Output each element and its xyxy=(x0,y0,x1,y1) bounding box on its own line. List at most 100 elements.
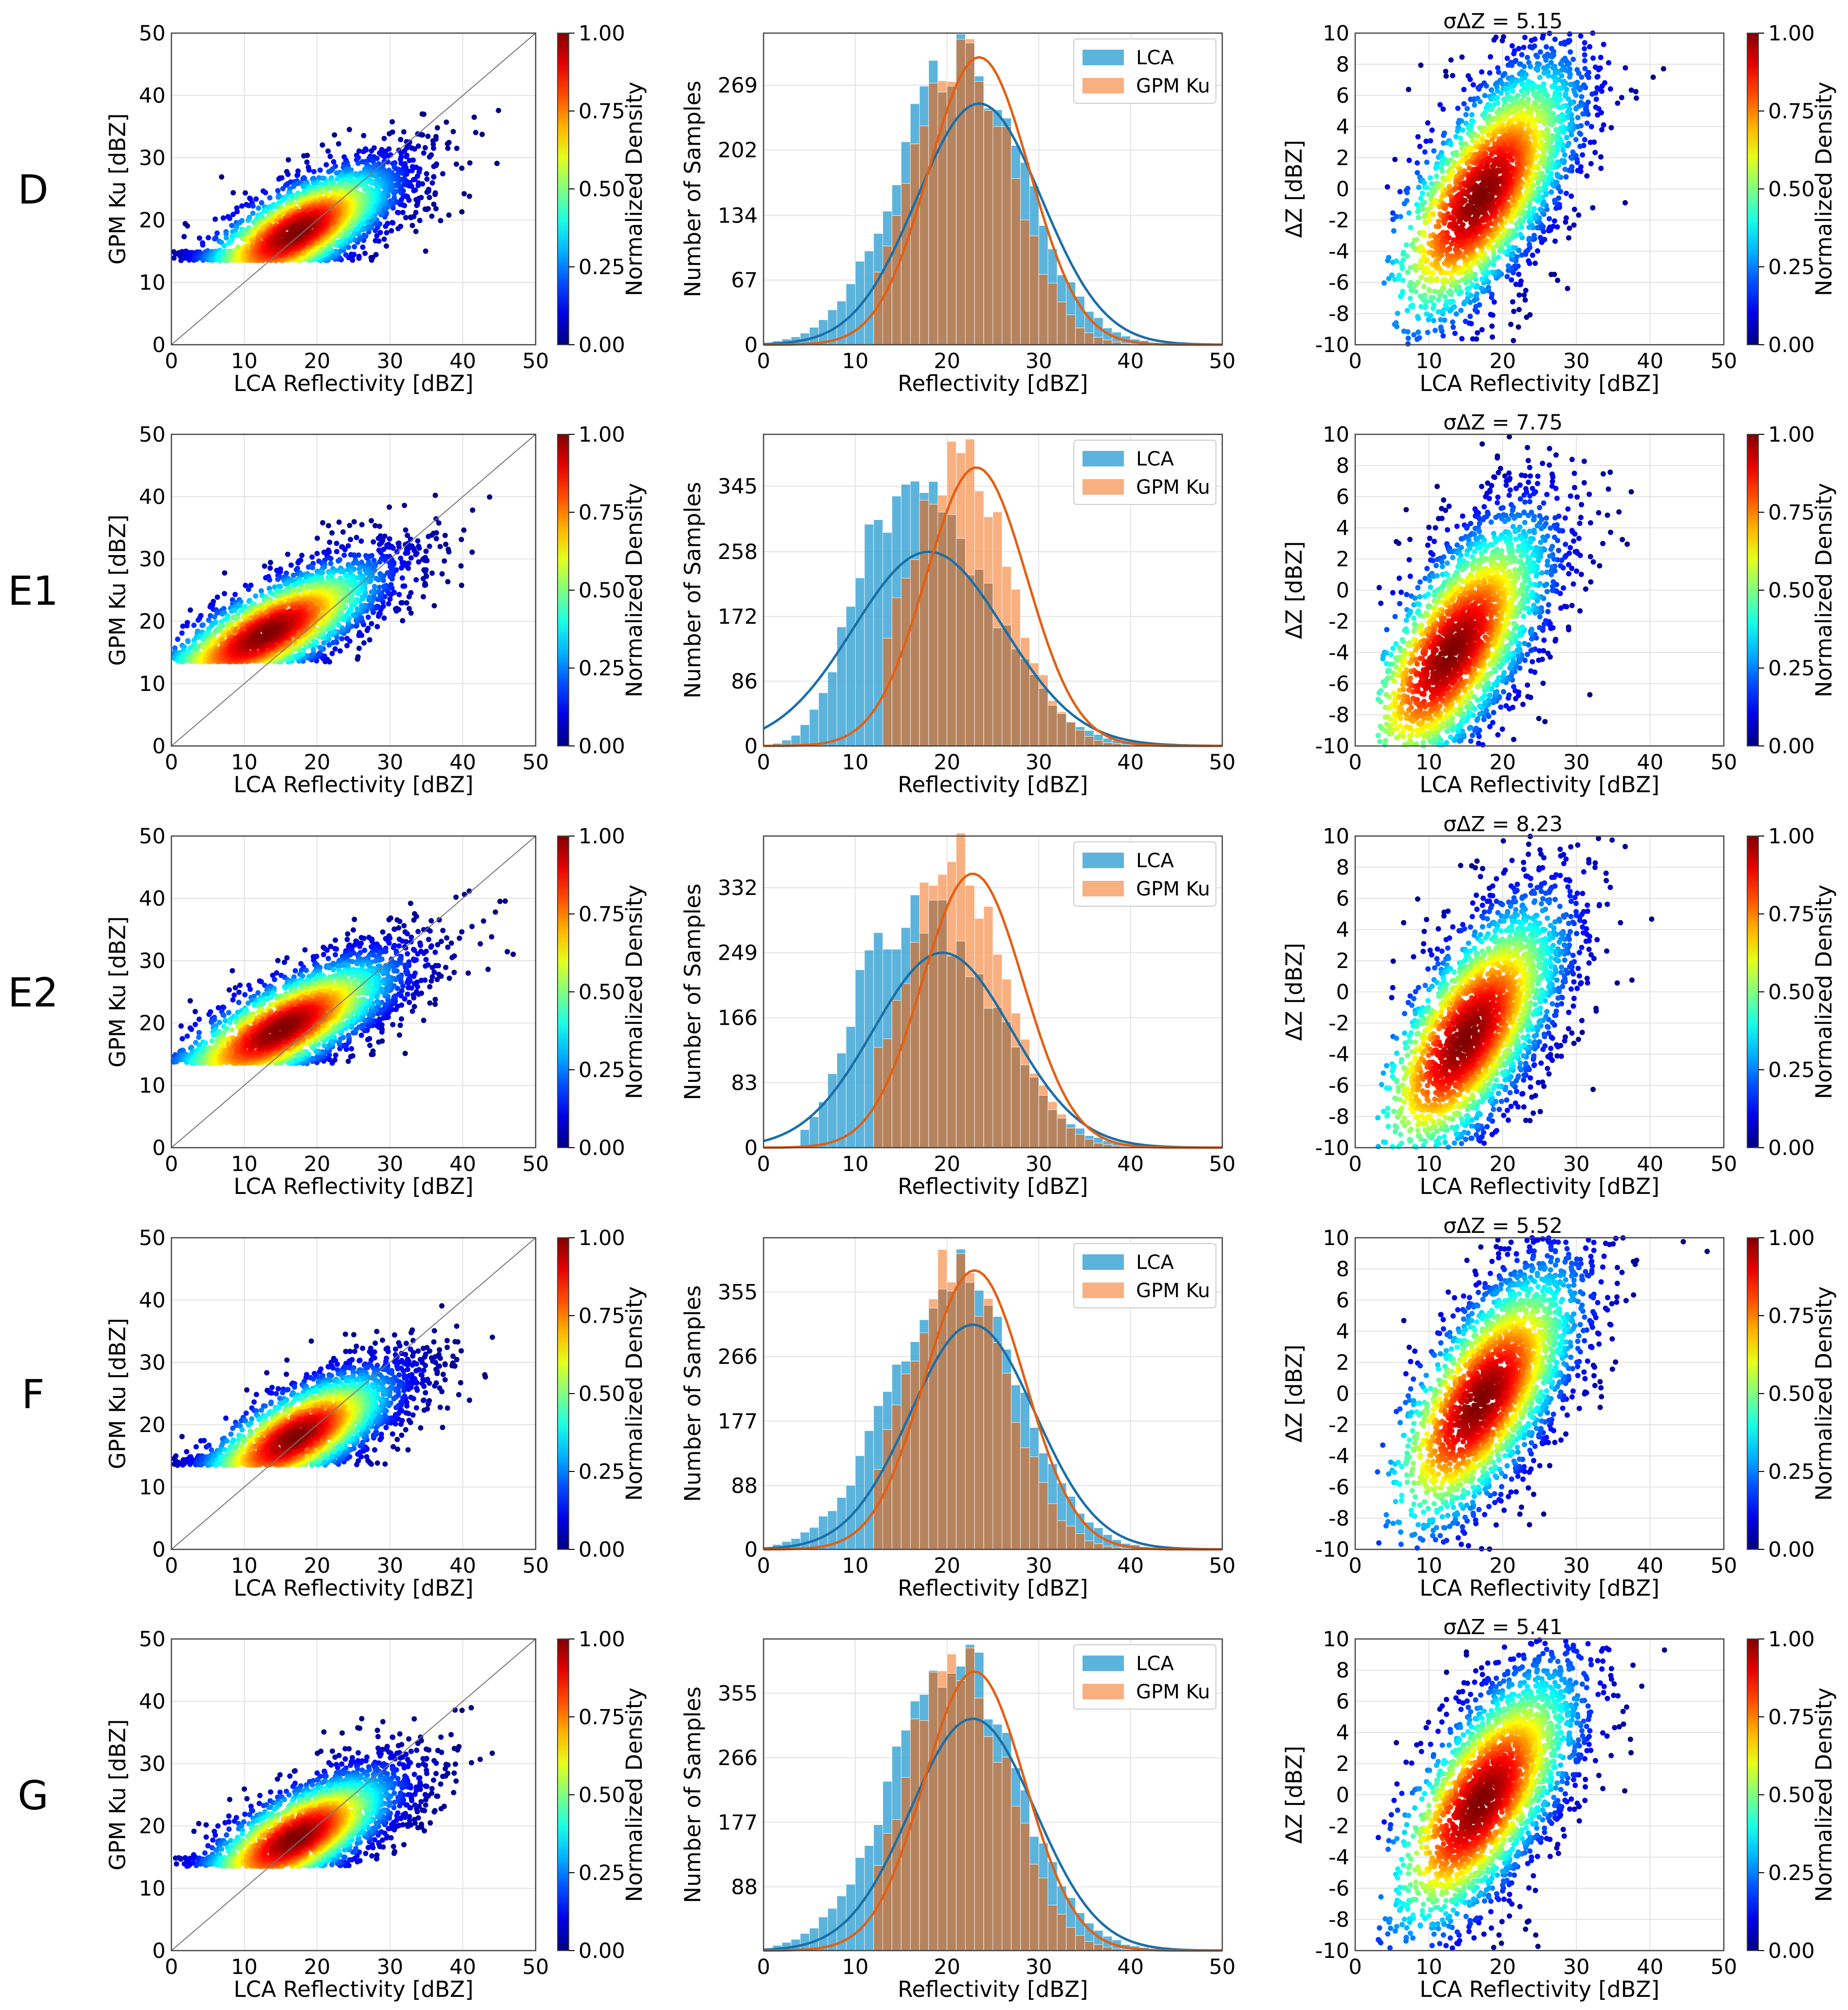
scatter-point xyxy=(425,133,430,139)
delta-point xyxy=(1578,33,1584,38)
delta-point xyxy=(1477,99,1483,104)
y-tick-label: 134 xyxy=(718,204,758,228)
delta-point xyxy=(1471,82,1476,88)
scatter-point xyxy=(467,194,472,199)
hist-bar-overlap xyxy=(1048,283,1057,345)
scatter-point xyxy=(292,231,298,236)
scatter-point xyxy=(462,191,467,196)
delta-point xyxy=(1459,55,1465,60)
delta-point xyxy=(1542,121,1548,126)
delta-point xyxy=(1474,304,1479,309)
y-tick-label: 269 xyxy=(718,74,758,98)
delta-point xyxy=(1568,82,1573,87)
delta-point xyxy=(1580,152,1585,158)
x-tick-label: 30 xyxy=(376,349,403,373)
scatter-point xyxy=(450,129,456,134)
delta-point xyxy=(1422,292,1427,298)
scatter-point xyxy=(343,252,349,258)
delta-point xyxy=(1430,270,1435,276)
scatter-point xyxy=(413,229,419,234)
delta-point xyxy=(1519,52,1525,57)
scatter-point xyxy=(373,238,378,243)
delta-point xyxy=(1442,277,1448,282)
delta-point xyxy=(1531,206,1537,211)
scatter-point xyxy=(431,202,436,207)
delta-point xyxy=(1391,228,1397,234)
delta-point xyxy=(1530,253,1535,258)
delta-point xyxy=(1405,308,1410,313)
delta-point xyxy=(1468,77,1473,82)
delta-point xyxy=(1413,263,1418,268)
scatter-point xyxy=(471,114,477,120)
scatter-point xyxy=(328,154,333,159)
scatter-point xyxy=(228,238,234,243)
delta-point xyxy=(1511,51,1516,56)
delta-point xyxy=(1568,49,1573,55)
delta-point xyxy=(1465,106,1470,111)
delta-point xyxy=(1463,319,1468,324)
delta-point xyxy=(1458,135,1463,141)
delta-point xyxy=(1422,149,1428,155)
delta-point xyxy=(1417,144,1422,149)
delta-point xyxy=(1588,161,1594,167)
delta-point xyxy=(1455,106,1460,111)
delta-point xyxy=(1587,140,1593,145)
x-tick-label: 20 xyxy=(933,349,960,373)
scatter-point xyxy=(417,218,423,223)
delta-point xyxy=(1398,189,1403,194)
scatter-point xyxy=(275,188,280,193)
delta-point xyxy=(1422,248,1427,254)
delta-point xyxy=(1570,149,1576,155)
delta-point xyxy=(1568,154,1574,160)
delta-point xyxy=(1575,115,1581,120)
scatter-point xyxy=(429,180,435,186)
delta-point xyxy=(1425,330,1430,335)
delta-point xyxy=(1438,324,1443,330)
delta-point xyxy=(1576,212,1581,218)
delta-point xyxy=(1410,302,1415,308)
delta-point xyxy=(1555,278,1560,283)
scatter-point xyxy=(467,160,472,166)
delta-point xyxy=(1549,54,1554,59)
scatter-point xyxy=(361,149,366,154)
scatter-point xyxy=(349,252,354,257)
delta-point xyxy=(1584,72,1589,77)
delta-point xyxy=(1450,281,1455,287)
x-axis-label: Reflectivity [dBZ] xyxy=(898,371,1088,396)
delta-point xyxy=(1415,134,1420,139)
delta-point xyxy=(1531,123,1537,129)
delta-point xyxy=(1650,74,1656,80)
scatter-point xyxy=(205,235,211,241)
delta-point xyxy=(1440,107,1446,112)
scatter-point xyxy=(385,221,390,226)
delta-point xyxy=(1568,193,1574,199)
delta-point xyxy=(1450,319,1456,325)
scatter-point xyxy=(332,132,337,138)
x-tick-label: 50 xyxy=(523,349,549,373)
colorbar-label: Normalized Density xyxy=(621,82,647,297)
delta-point xyxy=(1495,95,1500,100)
hist-bar-overlap xyxy=(993,127,1002,345)
delta-point xyxy=(1519,252,1524,258)
delta-point xyxy=(1571,223,1577,228)
delta-point xyxy=(1506,263,1511,268)
delta-point xyxy=(1567,31,1572,37)
delta-point xyxy=(1532,37,1537,42)
delta-point xyxy=(1488,54,1493,59)
delta-point xyxy=(1587,44,1592,50)
delta-point xyxy=(1404,198,1409,204)
delta-point xyxy=(1564,191,1569,196)
scatter-point xyxy=(435,125,440,130)
delta-point xyxy=(1455,129,1460,134)
delta-point xyxy=(1524,315,1529,320)
delta-point xyxy=(1550,182,1555,187)
delta-point xyxy=(1415,314,1420,319)
delta-point xyxy=(1394,259,1399,264)
scatter-point xyxy=(171,256,177,261)
delta-point xyxy=(1404,190,1410,195)
hist-bar-overlap xyxy=(984,111,993,345)
delta-point xyxy=(1535,54,1540,59)
delta-point xyxy=(1444,299,1449,304)
delta-point xyxy=(1535,67,1540,73)
delta-point xyxy=(1403,242,1409,247)
